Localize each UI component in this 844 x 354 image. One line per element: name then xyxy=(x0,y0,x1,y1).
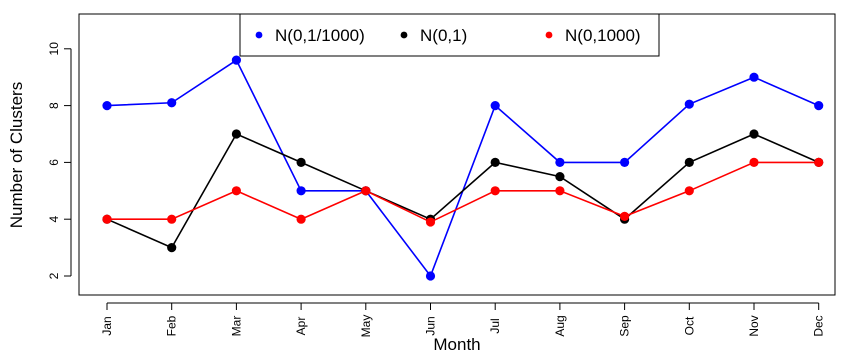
data-point xyxy=(296,214,306,224)
y-tick-label: 8 xyxy=(47,102,61,109)
data-point xyxy=(749,129,759,139)
data-point xyxy=(814,101,824,111)
legend-marker xyxy=(545,31,553,39)
data-point xyxy=(749,157,759,167)
data-point xyxy=(555,157,565,167)
y-axis-title: Number of Clusters xyxy=(7,82,26,228)
x-tick-label: Dec xyxy=(812,315,826,336)
data-point xyxy=(296,157,306,167)
x-tick-label: Jun xyxy=(424,316,438,335)
x-tick-label: Jul xyxy=(488,318,502,333)
x-tick-label: Nov xyxy=(747,315,761,336)
y-tick-label: 4 xyxy=(47,216,61,223)
data-point xyxy=(490,186,500,196)
data-point xyxy=(555,186,565,196)
data-point xyxy=(684,99,694,109)
x-tick-label: May xyxy=(359,315,373,338)
data-point xyxy=(425,217,436,227)
data-point xyxy=(620,211,630,221)
series-1 xyxy=(102,129,824,253)
data-point xyxy=(684,186,694,196)
series-layer xyxy=(102,55,824,281)
x-tick-label: Sep xyxy=(618,315,632,337)
data-point xyxy=(684,157,694,167)
legend-label: N(0,1/1000) xyxy=(275,26,365,45)
y-tick-label: 6 xyxy=(47,159,61,166)
x-tick-label: Mar xyxy=(229,316,243,337)
x-axis-title: Month xyxy=(433,335,480,354)
data-point xyxy=(102,101,112,111)
legend: N(0,1/1000) N(0,1) N(0,1000) xyxy=(239,13,660,57)
data-point xyxy=(102,214,112,224)
legend-marker xyxy=(400,31,408,39)
data-point xyxy=(361,186,371,196)
data-point xyxy=(167,214,177,224)
series-line xyxy=(107,161,819,223)
data-point xyxy=(749,72,759,82)
data-point xyxy=(296,186,306,196)
x-tick-label: Apr xyxy=(294,317,308,336)
legend-label: N(0,1000) xyxy=(565,26,641,45)
legend-marker xyxy=(255,31,263,39)
y-tick-label: 10 xyxy=(47,42,61,56)
series-line xyxy=(106,132,820,249)
x-tick-label: Feb xyxy=(165,315,179,336)
y-tick-label: 2 xyxy=(47,272,61,279)
data-point xyxy=(167,98,177,108)
y-axis: 2 4 6 8 10 xyxy=(47,42,72,279)
data-point xyxy=(167,243,177,253)
legend-box xyxy=(239,13,660,57)
legend-label: N(0,1) xyxy=(420,26,467,45)
series-line xyxy=(106,58,820,278)
data-point xyxy=(231,186,241,196)
data-point xyxy=(490,157,500,167)
x-tick-label: Aug xyxy=(553,315,567,336)
data-point xyxy=(555,172,565,182)
data-point xyxy=(814,157,824,167)
series-2 xyxy=(102,157,824,227)
x-tick-label: Jan xyxy=(100,316,114,335)
data-point xyxy=(490,101,500,111)
data-point xyxy=(620,157,630,167)
data-point xyxy=(231,129,241,139)
data-point xyxy=(231,55,241,65)
series-0 xyxy=(102,55,824,281)
x-axis: Jan Feb Mar Apr May Jun Jul Aug Sep Oct Nov Dec xyxy=(100,302,826,338)
x-tick-label: Oct xyxy=(682,316,696,335)
data-point xyxy=(425,271,436,281)
